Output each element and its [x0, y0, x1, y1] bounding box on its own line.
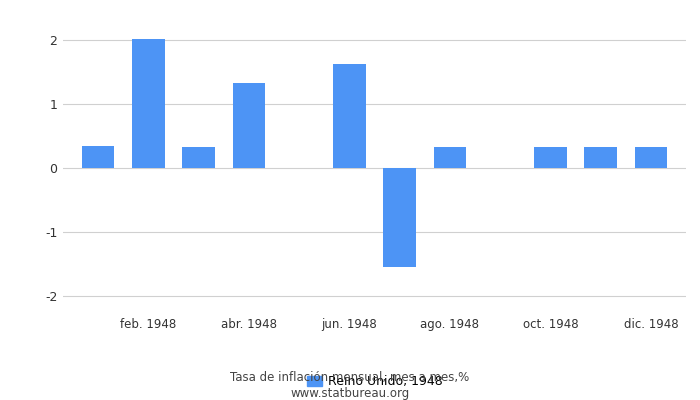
Bar [182, 147, 215, 168]
Text: Tasa de inflación mensual, mes a mes,%: Tasa de inflación mensual, mes a mes,% [230, 372, 470, 384]
Bar [584, 147, 617, 168]
Bar [333, 64, 365, 168]
Text: www.statbureau.org: www.statbureau.org [290, 388, 410, 400]
Legend: Reino Unido, 1948: Reino Unido, 1948 [302, 370, 447, 393]
Bar [534, 147, 567, 168]
Bar [384, 168, 416, 267]
Bar [433, 147, 466, 168]
Bar [634, 147, 667, 168]
Bar [132, 39, 164, 168]
Bar [82, 146, 115, 168]
Bar [232, 83, 265, 168]
